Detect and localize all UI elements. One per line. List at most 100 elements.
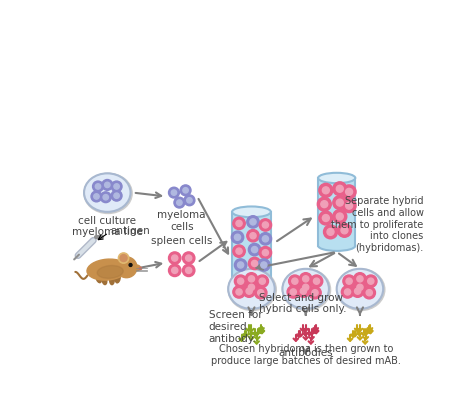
Circle shape [180, 185, 191, 196]
Circle shape [346, 278, 352, 284]
Circle shape [259, 247, 272, 259]
Circle shape [248, 257, 261, 270]
Text: Select and grow
hybrid cells only.: Select and grow hybrid cells only. [259, 293, 346, 314]
Ellipse shape [337, 269, 383, 309]
Circle shape [186, 255, 192, 261]
Circle shape [317, 197, 331, 211]
Bar [232, 212, 271, 281]
Circle shape [262, 250, 268, 256]
Circle shape [354, 273, 366, 285]
Circle shape [345, 289, 351, 295]
Circle shape [182, 264, 195, 277]
Circle shape [233, 286, 245, 298]
Circle shape [111, 181, 122, 192]
Circle shape [237, 262, 244, 268]
Circle shape [184, 195, 195, 206]
Text: Screen for
desired
antibody.: Screen for desired antibody. [209, 311, 263, 344]
Circle shape [327, 228, 334, 235]
Ellipse shape [109, 275, 114, 285]
Circle shape [102, 179, 113, 190]
Circle shape [251, 247, 258, 252]
Bar [318, 178, 356, 246]
Circle shape [111, 190, 122, 201]
Circle shape [261, 262, 267, 268]
Circle shape [343, 275, 356, 287]
Circle shape [309, 287, 321, 299]
Ellipse shape [84, 173, 130, 212]
Circle shape [363, 287, 375, 299]
Ellipse shape [115, 274, 120, 283]
Circle shape [342, 199, 356, 213]
Circle shape [368, 278, 374, 284]
Circle shape [94, 194, 99, 199]
Circle shape [337, 213, 343, 220]
Circle shape [248, 243, 261, 256]
Circle shape [114, 193, 119, 199]
Circle shape [300, 288, 307, 294]
Circle shape [357, 284, 363, 291]
Circle shape [186, 267, 192, 273]
Circle shape [100, 192, 111, 203]
Circle shape [174, 197, 185, 208]
Text: Separate hybrid
cells and allow
them to proliferate
into clones
(hybridomas).: Separate hybrid cells and allow them to … [331, 196, 423, 253]
Circle shape [169, 252, 181, 264]
Ellipse shape [282, 268, 331, 311]
Circle shape [105, 182, 110, 188]
Circle shape [342, 185, 356, 199]
Text: myeloma
cells: myeloma cells [157, 210, 206, 232]
Circle shape [300, 281, 312, 293]
Ellipse shape [336, 268, 385, 311]
Circle shape [351, 285, 364, 297]
Circle shape [258, 259, 270, 271]
Circle shape [172, 267, 178, 273]
Ellipse shape [318, 241, 356, 251]
Circle shape [354, 281, 366, 293]
Circle shape [346, 202, 353, 209]
Ellipse shape [232, 206, 271, 217]
Ellipse shape [102, 275, 107, 285]
Circle shape [297, 285, 310, 297]
Circle shape [103, 194, 109, 200]
Circle shape [235, 234, 241, 240]
Circle shape [258, 290, 264, 296]
Circle shape [116, 257, 137, 278]
Circle shape [319, 184, 333, 197]
Circle shape [365, 275, 377, 287]
Circle shape [262, 222, 268, 228]
Circle shape [312, 290, 318, 296]
Circle shape [248, 276, 255, 282]
Ellipse shape [228, 269, 275, 309]
Text: cell culture
myeloma line: cell culture myeloma line [72, 216, 143, 237]
Circle shape [355, 288, 361, 294]
Ellipse shape [83, 173, 133, 214]
Circle shape [341, 227, 348, 234]
Text: antibodies: antibodies [278, 348, 333, 358]
Circle shape [346, 189, 353, 195]
Ellipse shape [318, 173, 356, 183]
Circle shape [245, 281, 258, 293]
Circle shape [118, 253, 129, 263]
Circle shape [256, 275, 268, 287]
Circle shape [333, 196, 347, 209]
Circle shape [231, 231, 244, 243]
Circle shape [95, 184, 100, 189]
Circle shape [120, 255, 127, 262]
Ellipse shape [87, 259, 128, 280]
Ellipse shape [96, 274, 101, 283]
Circle shape [322, 214, 329, 222]
Circle shape [333, 209, 347, 223]
Circle shape [247, 229, 259, 242]
Circle shape [319, 211, 333, 225]
Circle shape [171, 190, 177, 195]
Circle shape [250, 219, 256, 225]
Circle shape [287, 286, 300, 298]
Circle shape [91, 191, 102, 202]
Ellipse shape [228, 268, 277, 311]
Circle shape [233, 217, 245, 229]
Circle shape [337, 199, 343, 206]
Circle shape [302, 284, 309, 291]
Circle shape [251, 260, 258, 267]
Circle shape [92, 181, 103, 192]
Ellipse shape [97, 265, 123, 278]
Circle shape [235, 259, 247, 271]
